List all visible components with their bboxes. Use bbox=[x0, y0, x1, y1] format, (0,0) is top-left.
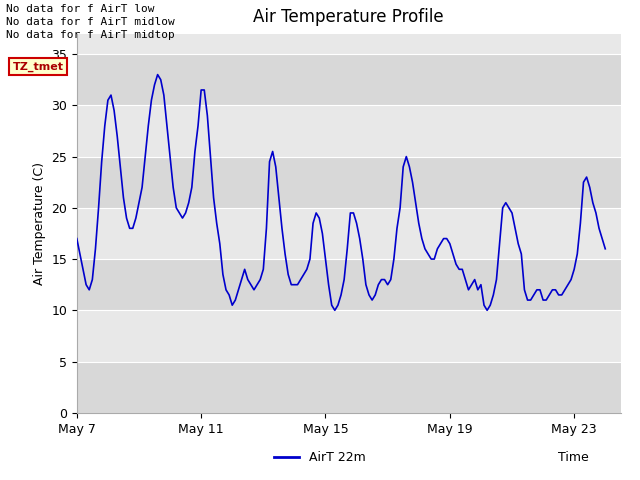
Bar bbox=[77, 208, 621, 259]
Text: Time: Time bbox=[558, 451, 589, 464]
Bar bbox=[77, 3, 621, 54]
Bar bbox=[77, 156, 621, 208]
Bar bbox=[77, 310, 621, 361]
Bar bbox=[77, 361, 621, 413]
Legend: AirT 22m: AirT 22m bbox=[269, 446, 371, 469]
Bar bbox=[77, 54, 621, 105]
Text: TZ_tmet: TZ_tmet bbox=[13, 61, 64, 72]
Bar bbox=[77, 259, 621, 310]
Text: No data for f AirT low: No data for f AirT low bbox=[6, 4, 155, 14]
Text: No data for f AirT midtop: No data for f AirT midtop bbox=[6, 30, 175, 40]
Y-axis label: Air Temperature (C): Air Temperature (C) bbox=[33, 162, 45, 285]
Bar bbox=[77, 105, 621, 156]
Text: No data for f AirT midlow: No data for f AirT midlow bbox=[6, 17, 175, 27]
Title: Air Temperature Profile: Air Temperature Profile bbox=[253, 9, 444, 26]
